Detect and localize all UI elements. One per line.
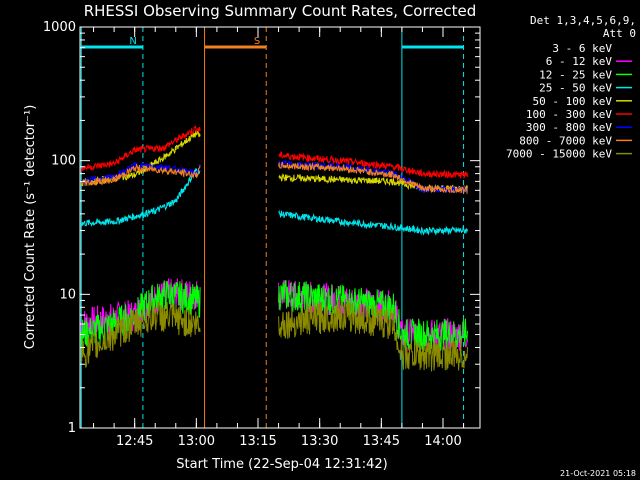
series-line-5 [80, 124, 201, 173]
annotation-label: N [129, 36, 136, 47]
legend-entry-label: 800 - 7000 keV [519, 134, 612, 147]
legend-entry-label: 100 - 300 keV [526, 108, 612, 121]
legend-entry-label: 7000 - 15000 keV [506, 148, 612, 161]
footer-date: 21-Oct-2021 05:18 [560, 469, 636, 478]
legend-entry-label: 25 - 50 keV [539, 82, 612, 95]
x-tick-label: 13:15 [239, 434, 276, 449]
x-tick-label: 13:45 [363, 434, 400, 449]
x-tick-label: 14:00 [424, 434, 461, 449]
series-line-3 [278, 209, 468, 236]
legend-entry-label: 6 - 12 keV [546, 55, 613, 68]
series-line-8 [278, 300, 468, 372]
x-tick-label: 13:00 [178, 434, 215, 449]
chart-title: RHESSI Observing Summary Count Rates, Co… [84, 2, 477, 20]
y-axis-label: Corrected Count Rate (s⁻¹ detector⁻¹) [23, 105, 38, 350]
x-axis-label: Start Time (22-Sep-04 12:31:42) [176, 457, 387, 472]
legend-entry-label: 12 - 25 keV [539, 68, 612, 81]
series-line-7 [80, 163, 201, 187]
x-tick-label: 12:45 [116, 434, 153, 449]
series-line-6 [80, 161, 201, 186]
series-line-5 [278, 151, 468, 180]
annotation-label: S [254, 36, 260, 47]
x-tick-label: 13:30 [301, 434, 338, 449]
axes: 1 10 100 1000 12:45 13:00 13:15 13:30 13:45 14:00 [43, 20, 481, 449]
y-tick-label: 1 [68, 421, 76, 436]
legend-entry-label: 50 - 100 keV [533, 95, 613, 108]
y-tick-label: 100 [51, 154, 76, 169]
series-line-3 [80, 168, 201, 227]
legend-entry-label: 3 - 6 keV [552, 42, 612, 55]
y-tick-label: 10 [59, 287, 76, 302]
axes-frame [79, 26, 481, 429]
y-tick-label: 1000 [43, 20, 76, 35]
legend-header-2: Att 0 [603, 27, 636, 40]
legend-header-1: Det 1,3,4,5,6,9, [530, 14, 636, 27]
legend-entry-label: 300 - 800 keV [526, 121, 612, 134]
series-line-2 [80, 280, 201, 351]
series-line-8 [80, 300, 201, 368]
series-line-7 [278, 161, 468, 195]
